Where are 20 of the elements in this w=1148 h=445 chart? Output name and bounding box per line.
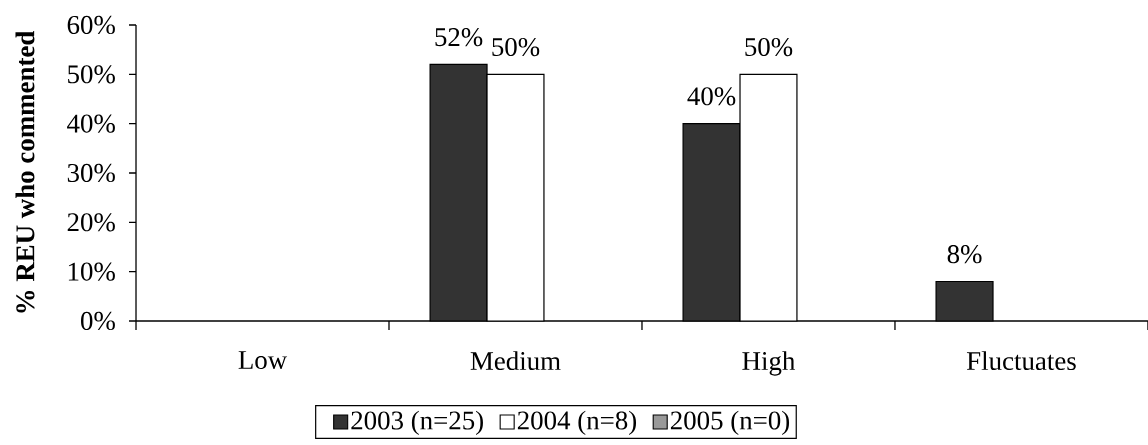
y-tick-label: 60%	[67, 15, 115, 35]
y-tick-label: 0%	[81, 311, 115, 331]
y-tick-label: 20%	[67, 213, 115, 232]
data-label: 52%	[435, 28, 483, 47]
x-tick-label: Fluctuates	[966, 351, 1076, 371]
data-label: 50%	[492, 37, 540, 57]
legend-label: 2005 (n=0)	[670, 410, 790, 436]
y-tick-label: 10%	[68, 262, 115, 281]
legend-label: 2004 (n=8)	[517, 410, 637, 436]
x-tick-label: Low	[238, 351, 288, 370]
data-label: 8%	[947, 245, 982, 264]
y-axis-title: % REU who commented	[15, 31, 35, 313]
legend-label: 2003 (n=25)	[351, 410, 483, 436]
y-tick-label: 30%	[67, 163, 115, 183]
y-tick-label: 50%	[68, 65, 115, 84]
x-tick-label: High	[742, 351, 796, 376]
x-tick-label: Medium	[470, 351, 561, 371]
data-label: 50%	[745, 37, 793, 57]
data-label: 40%	[687, 87, 736, 106]
y-tick-label: 40%	[67, 114, 115, 133]
